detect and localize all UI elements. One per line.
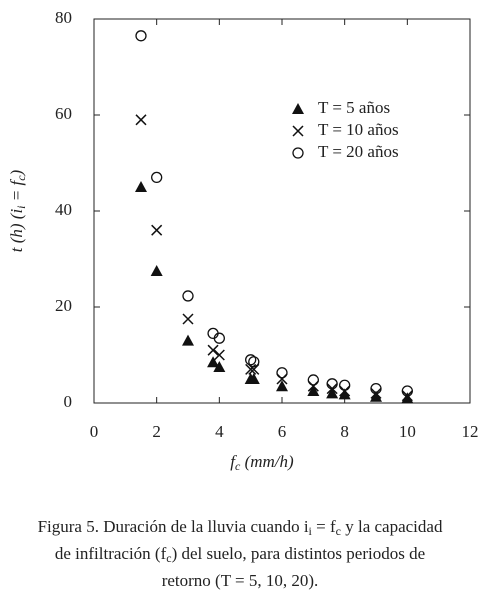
caption-line-part: = f	[312, 517, 336, 536]
x-axis-label-part: f	[230, 452, 237, 471]
point	[370, 390, 382, 402]
caption-line-part: c	[336, 524, 341, 538]
y-axis-label-part: = f	[7, 178, 26, 205]
legend-symbol	[292, 147, 304, 159]
point	[370, 382, 382, 395]
y-axis-label-part: )	[7, 169, 26, 176]
point	[135, 114, 147, 126]
point	[248, 356, 260, 368]
caption-line-part: retorno (T = 5, 10, 20).	[162, 571, 319, 590]
point	[307, 385, 320, 396]
point	[135, 30, 147, 42]
point	[213, 361, 226, 372]
y-tick-label: 20	[55, 296, 72, 315]
x-tick-label: 10	[399, 422, 416, 441]
point	[247, 373, 260, 384]
point	[182, 290, 194, 302]
legend-label: T = 10 años	[318, 120, 399, 139]
point	[207, 356, 220, 368]
point	[182, 313, 194, 325]
point	[151, 171, 163, 184]
caption-line: de infiltración (fc) del suelo, para dis…	[55, 544, 425, 565]
x-tick-label: 6	[278, 422, 287, 441]
plot-frame	[93, 18, 471, 404]
y-axis-label-part: c	[14, 175, 28, 181]
point	[213, 332, 225, 344]
caption-line-part: ) del suelo, para distintos periodos de	[172, 544, 426, 563]
x-axis-label: fc (mm/h)	[230, 452, 294, 473]
legend-symbol	[292, 125, 304, 137]
point	[276, 380, 288, 392]
y-tick-label: 60	[55, 104, 72, 123]
point	[207, 344, 219, 356]
x-tick-label: 12	[462, 422, 479, 441]
y-tick-label: 80	[55, 8, 72, 27]
point	[276, 367, 288, 379]
legend-symbol	[292, 103, 304, 114]
y-axis-label-part: i	[14, 205, 28, 208]
point	[401, 392, 414, 404]
point	[213, 349, 225, 361]
point	[339, 379, 351, 391]
caption-line: Figura 5. Duración de la lluvia cuando i…	[38, 517, 443, 538]
point	[401, 385, 413, 397]
y-axis-label: t (h) (ii = fc)	[7, 169, 28, 252]
caption-line-part: i	[309, 524, 313, 538]
point	[307, 374, 319, 386]
point	[135, 181, 147, 192]
x-tick-label: 4	[215, 422, 224, 441]
caption-line-part: Figura 5. Duración de la lluvia cuando i	[38, 517, 309, 536]
y-axis-label-part: t (h) (i	[7, 209, 26, 253]
point	[339, 385, 351, 397]
x-axis-label-part: c	[235, 459, 241, 473]
point	[151, 224, 163, 236]
legend-label: T = 5 años	[318, 98, 390, 117]
y-tick-label: 0	[64, 392, 73, 411]
point	[326, 387, 339, 399]
point	[182, 334, 194, 346]
point	[326, 378, 338, 390]
x-tick-label: 2	[152, 422, 161, 441]
point	[338, 388, 351, 400]
caption-line-part: y la capacidad	[341, 517, 443, 536]
y-tick-label: 40	[55, 200, 72, 219]
x-tick-label: 8	[340, 422, 349, 441]
legend-label: T = 20 años	[318, 142, 399, 161]
caption-line: retorno (T = 5, 10, 20).	[162, 571, 319, 590]
x-tick-label: 0	[90, 422, 99, 441]
x-axis-label-part: (mm/h)	[240, 452, 294, 471]
caption-line-part: c	[166, 551, 171, 565]
point	[150, 265, 163, 276]
caption-line-part: de infiltración (f	[55, 544, 167, 563]
